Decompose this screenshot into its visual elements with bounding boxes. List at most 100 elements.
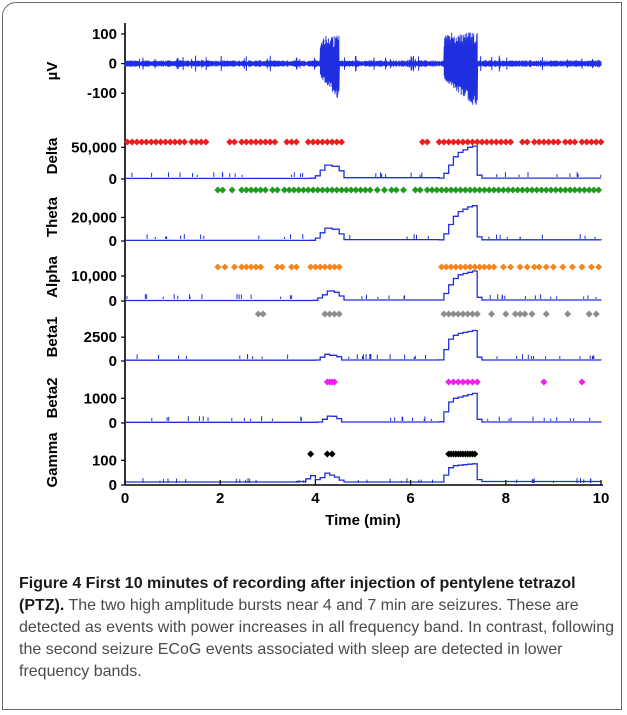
alpha-event-marker: [252, 263, 260, 271]
alpha-event-marker: [330, 263, 338, 271]
theta-event-marker: [495, 186, 503, 194]
delta-event-marker: [478, 138, 486, 146]
beta1-event-marker: [321, 310, 329, 318]
beta1-event-marker: [445, 310, 453, 318]
caption-body: The two high amplitude bursts near 4 and…: [19, 597, 614, 680]
delta-event-marker: [445, 138, 453, 146]
theta-event-marker: [490, 186, 498, 194]
beta2-baseline-detail: [151, 416, 591, 421]
beta1-event-marker: [454, 310, 462, 318]
theta-event-marker: [342, 186, 350, 194]
delta-event-marker: [518, 138, 526, 146]
beta1-event-marker: [516, 310, 524, 318]
alpha-event-marker: [457, 263, 465, 271]
delta-event-marker: [583, 138, 591, 146]
delta-event-marker: [157, 138, 165, 146]
theta-event-marker: [333, 186, 341, 194]
theta-event-marker: [323, 186, 331, 194]
x-axis-label: Time (min): [325, 512, 401, 529]
alpha-event-marker: [335, 263, 343, 271]
alpha-event-marker: [214, 263, 222, 271]
delta-event-marker: [423, 138, 431, 146]
theta-event-marker: [542, 186, 550, 194]
y-tick-label-beta2: 0: [109, 415, 117, 432]
theta-event-marker: [504, 186, 512, 194]
figure-frame: 100 0 -100 µV 50,000 0 Delta 20,000 0 Theta 10,000…: [2, 2, 622, 710]
delta-event-marker: [142, 138, 150, 146]
theta-event-marker: [392, 186, 400, 194]
delta-event-marker: [468, 138, 476, 146]
delta-event-marker: [176, 138, 184, 146]
delta-event-marker: [507, 138, 515, 146]
alpha-event-marker: [447, 263, 455, 271]
beta1-event-marker: [511, 310, 519, 318]
theta-event-marker: [580, 186, 588, 194]
delta-event-marker: [247, 138, 255, 146]
delta-event-marker: [314, 138, 322, 146]
theta-event-marker: [242, 186, 250, 194]
theta-event-marker: [595, 186, 603, 194]
y-tick-label-beta2: 1000: [84, 390, 117, 407]
gamma-event-marker: [323, 450, 331, 458]
alpha-event-marker: [247, 263, 255, 271]
theta-event-marker: [514, 186, 522, 194]
gamma-trace: [125, 463, 602, 483]
delta-event-marker: [147, 138, 155, 146]
delta-event-marker: [554, 138, 562, 146]
delta-event-marker: [323, 138, 331, 146]
theta-event-marker: [476, 186, 484, 194]
theta-event-marker: [373, 186, 381, 194]
alpha-event-marker: [288, 263, 296, 271]
chart: 1000-100µV50,0000Delta20,0000Theta10,000…: [44, 23, 609, 529]
delta-event-marker: [192, 138, 200, 146]
theta-event-marker: [438, 186, 446, 194]
alpha-event-marker: [292, 263, 300, 271]
theta-event-marker: [228, 186, 236, 194]
alpha-event-marker: [587, 263, 595, 271]
theta-event-marker: [252, 186, 260, 194]
beta1-event-marker: [542, 310, 550, 318]
delta-event-marker: [197, 138, 205, 146]
y-axis-label-beta2: Beta2: [44, 378, 61, 419]
delta-event-marker: [454, 138, 462, 146]
beta2-event-marker: [464, 378, 472, 386]
y-tick-label-delta: 0: [109, 171, 117, 188]
delta-event-marker: [464, 138, 472, 146]
theta-event-marker: [466, 186, 474, 194]
beta1-event-marker: [459, 310, 467, 318]
delta-event-marker: [266, 138, 274, 146]
y-tick-label-beta1: 0: [109, 353, 117, 370]
y-axis-label-gamma: Gamma: [44, 432, 61, 488]
y-axis-label-alpha: Alpha: [44, 256, 61, 298]
delta-event-marker: [288, 138, 296, 146]
y-axis-label-raw-ecog: µV: [44, 62, 61, 81]
theta-event-marker: [304, 186, 312, 194]
theta-event-marker: [428, 186, 436, 194]
theta-event-marker: [416, 186, 424, 194]
x-tick-label: 0: [121, 490, 129, 507]
figure-caption: Figure 4 First 10 minutes of recording a…: [19, 573, 615, 683]
delta-event-marker: [123, 138, 131, 146]
delta-event-marker: [257, 138, 265, 146]
alpha-event-marker: [461, 263, 469, 271]
alpha-event-marker: [595, 263, 603, 271]
beta1-event-marker: [528, 310, 536, 318]
delta-event-marker: [459, 138, 467, 146]
delta-event-marker: [252, 138, 260, 146]
delta-event-marker: [561, 138, 569, 146]
delta-event-marker: [138, 138, 146, 146]
delta-event-marker: [530, 138, 538, 146]
delta-event-marker: [535, 138, 543, 146]
theta-event-marker: [518, 186, 526, 194]
delta-event-marker: [578, 138, 586, 146]
delta-event-marker: [309, 138, 317, 146]
theta-event-marker: [566, 186, 574, 194]
beta2-event-marker: [468, 378, 476, 386]
delta-event-marker: [171, 138, 179, 146]
beta1-event-marker: [326, 310, 334, 318]
theta-event-marker: [523, 186, 531, 194]
alpha-event-marker: [471, 263, 479, 271]
delta-event-marker: [181, 138, 188, 146]
theta-event-marker: [590, 186, 598, 194]
theta-event-marker: [314, 186, 322, 194]
